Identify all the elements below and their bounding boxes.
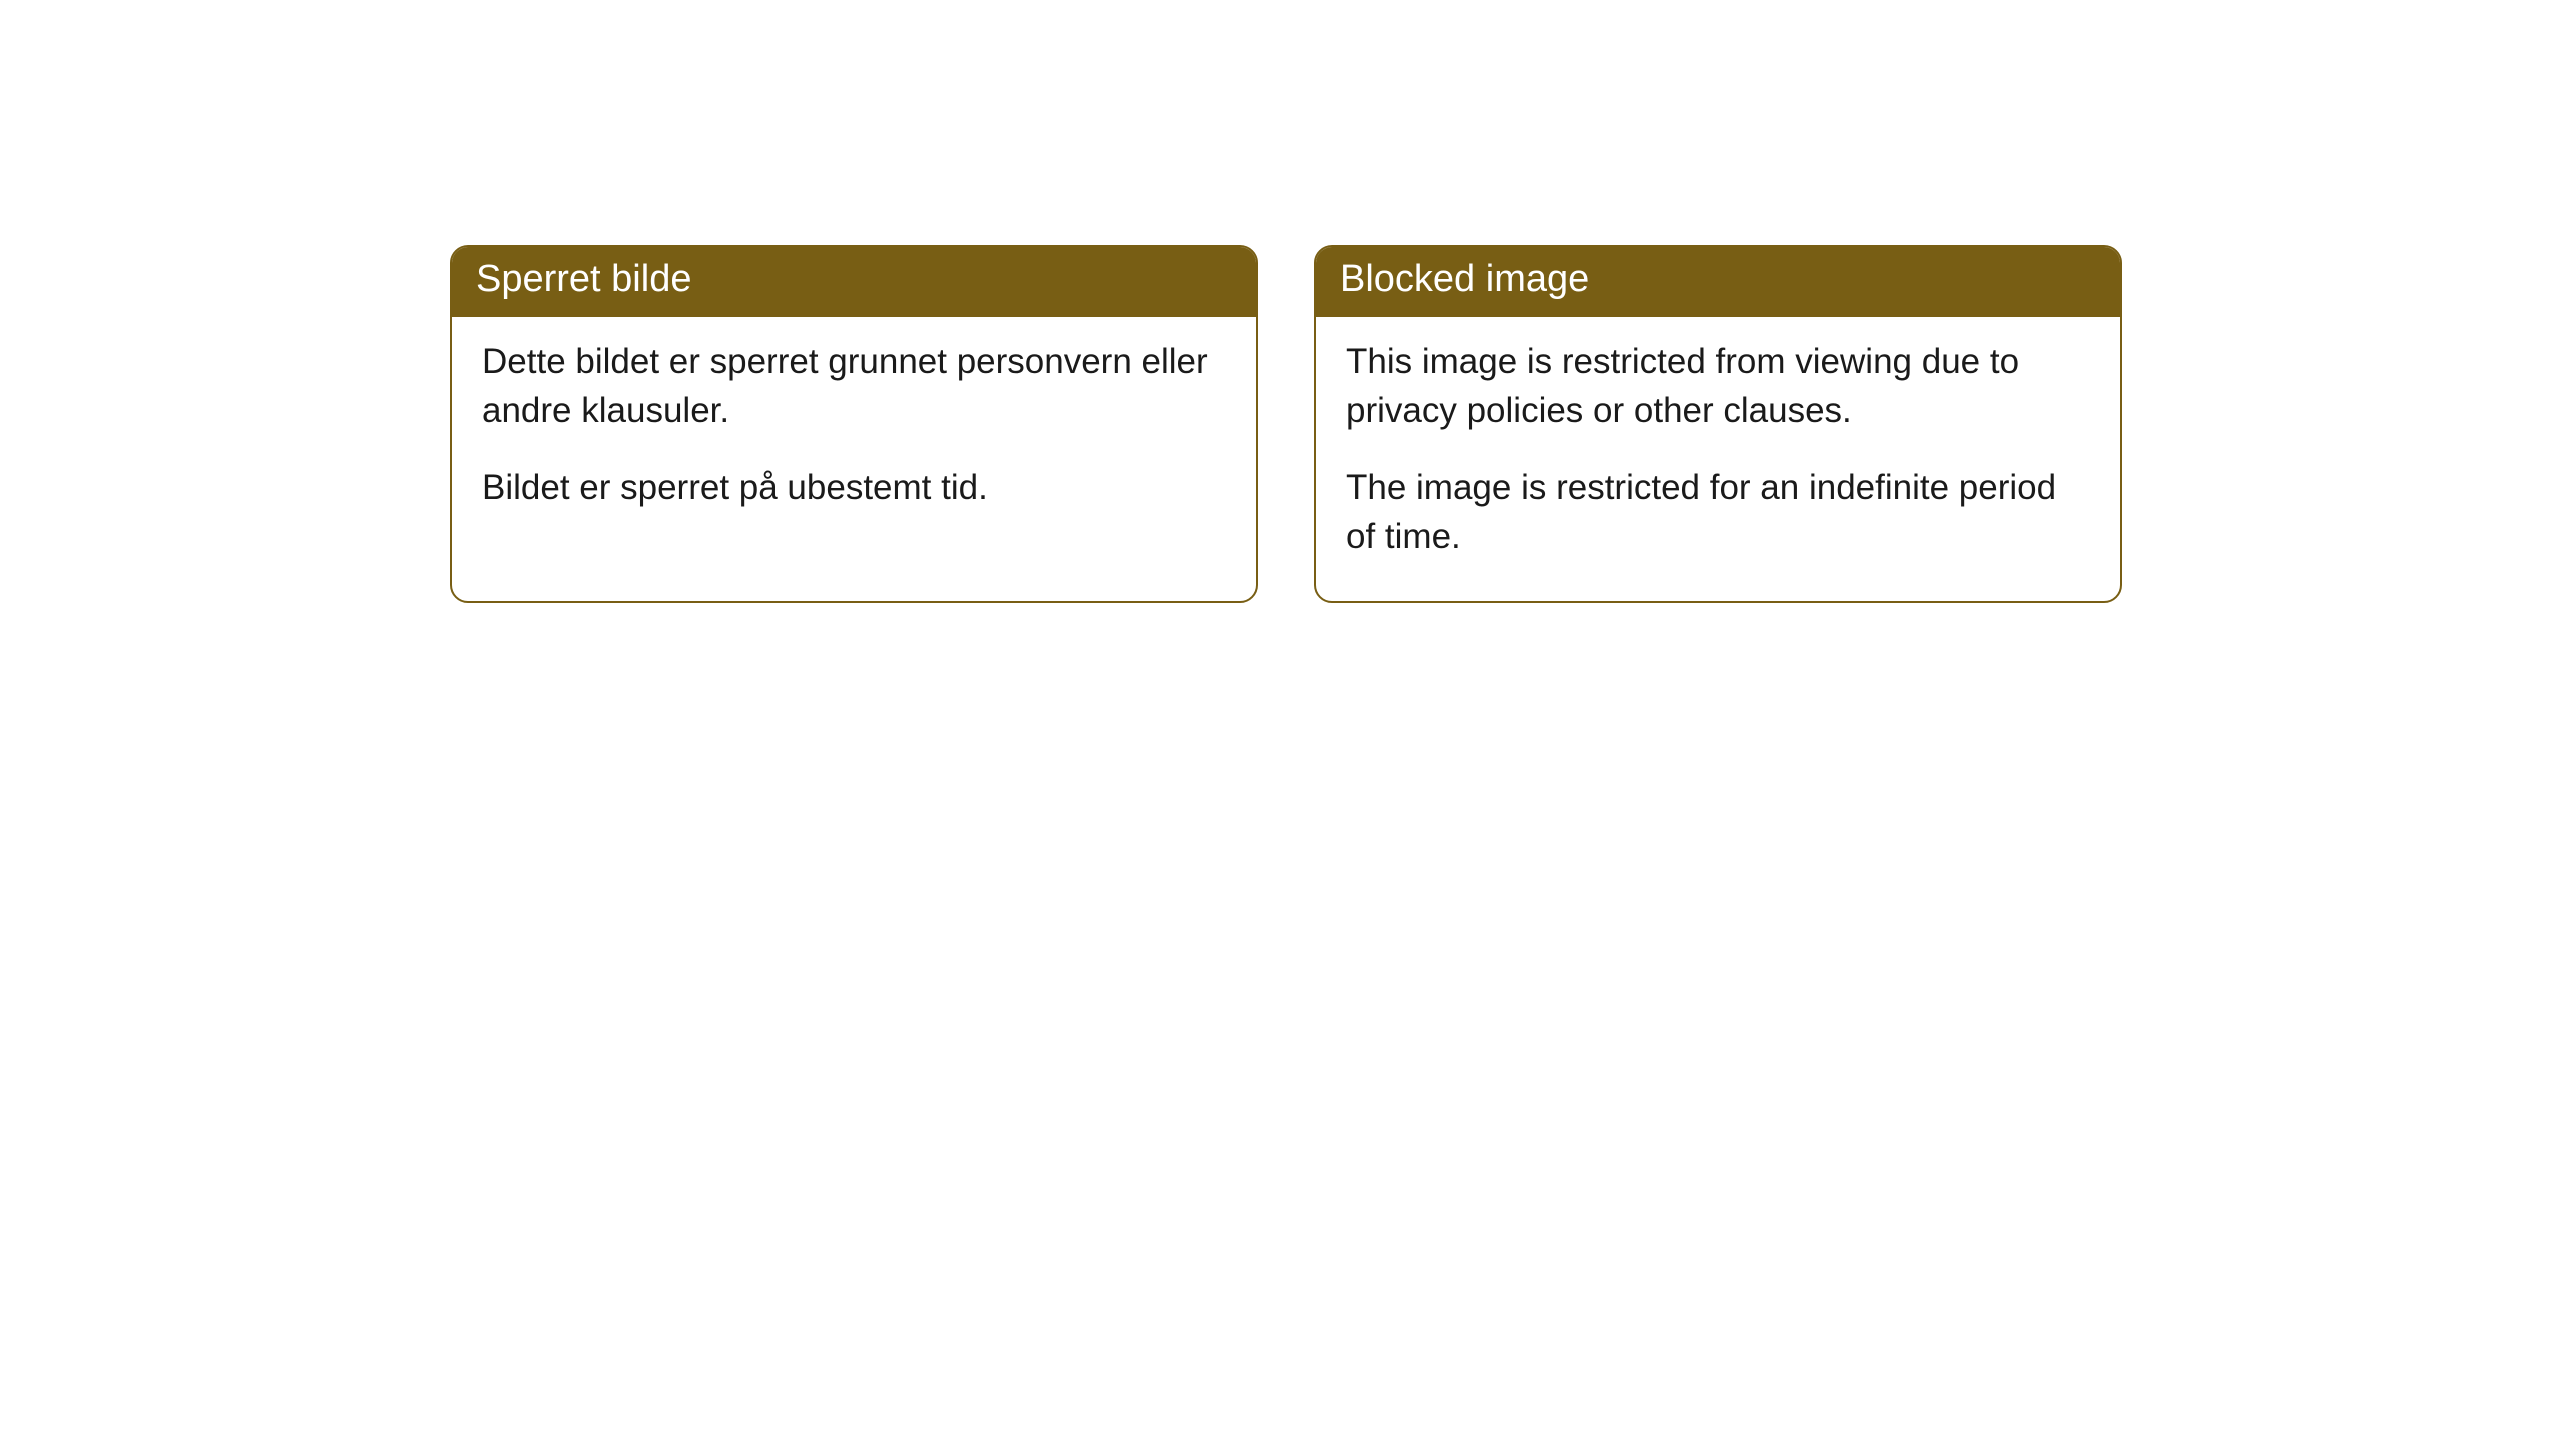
card-paragraph-en-2: The image is restricted for an indefinit… — [1346, 463, 2090, 561]
card-paragraph-no-1: Dette bildet er sperret grunnet personve… — [482, 337, 1226, 435]
card-paragraph-en-1: This image is restricted from viewing du… — [1346, 337, 2090, 435]
card-body-no: Dette bildet er sperret grunnet personve… — [452, 317, 1256, 552]
card-title-no: Sperret bilde — [452, 247, 1256, 317]
blocked-image-card-en: Blocked image This image is restricted f… — [1314, 245, 2122, 603]
card-paragraph-no-2: Bildet er sperret på ubestemt tid. — [482, 463, 1226, 512]
blocked-image-card-no: Sperret bilde Dette bildet er sperret gr… — [450, 245, 1258, 603]
card-title-en: Blocked image — [1316, 247, 2120, 317]
card-body-en: This image is restricted from viewing du… — [1316, 317, 2120, 601]
cards-container: Sperret bilde Dette bildet er sperret gr… — [0, 0, 2560, 603]
